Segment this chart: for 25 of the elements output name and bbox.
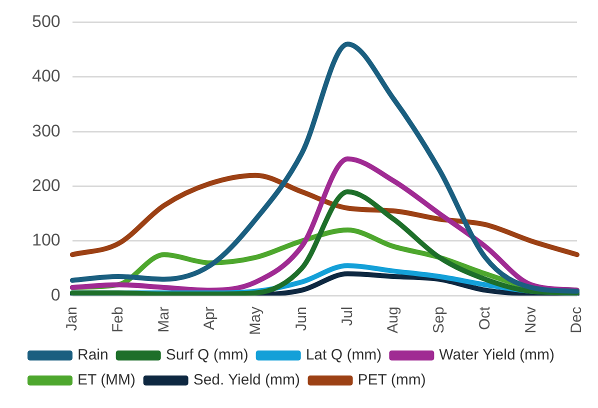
x-tick-label: Sep [430, 306, 448, 334]
legend-label: Sed. Yield (mm) [193, 372, 300, 389]
legend-label: Water Yield (mm) [439, 346, 554, 364]
x-tick-label: Aug [384, 306, 402, 334]
legend-label: Lat Q (mm) [306, 346, 382, 364]
legend-label: Surf Q (mm) [166, 346, 248, 364]
legend-label: Rain [78, 346, 108, 364]
x-tick-label: Jan [64, 306, 81, 331]
x-tick-label: Apr [201, 306, 218, 330]
y-tick-label: 100 [32, 230, 60, 250]
legend-label: PET (mm) [358, 372, 426, 389]
legend-label: ET (MM) [78, 372, 136, 389]
y-tick-label: 200 [32, 176, 60, 195]
y-tick-label: 300 [32, 121, 60, 140]
y-tick-label: 500 [32, 12, 60, 31]
x-tick-label: Jun [292, 306, 310, 331]
x-tick-label: May [247, 306, 264, 336]
y-tick-label: 0 [50, 285, 60, 304]
y-tick-label: 400 [32, 66, 60, 86]
x-tick-label: Nov [522, 306, 540, 334]
x-tick-label: Oct [476, 306, 494, 330]
x-tick-label: Jul [338, 306, 356, 326]
x-tick-label: Mar [155, 306, 172, 333]
x-tick-label: Feb [109, 306, 126, 333]
x-tick-label: Dec [568, 306, 586, 334]
